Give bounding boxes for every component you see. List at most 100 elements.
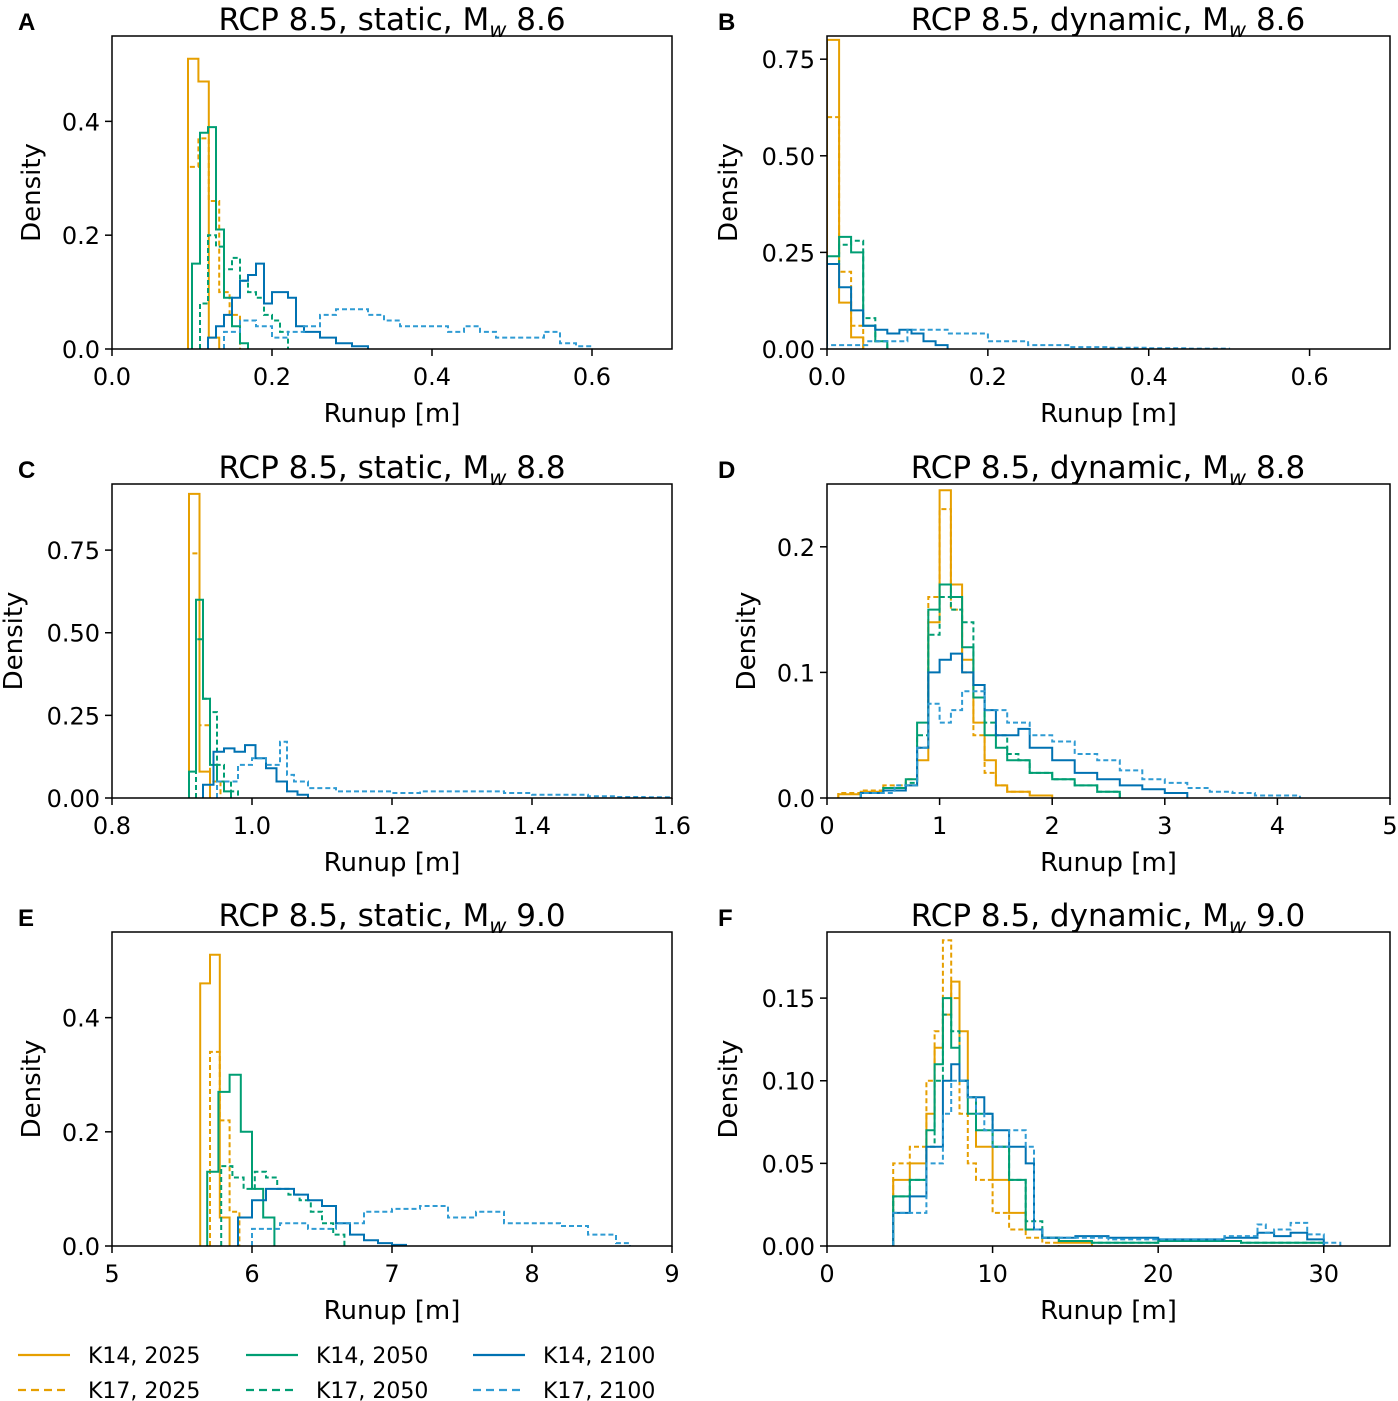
- series-k17-2025: [892, 939, 1060, 1246]
- panel-d: D RCP 8.5, dynamic, Mw 8.8 0 1 2 3 4 5 0.0 0.1 0.2…: [718, 450, 1398, 878]
- y-tick-label: 0.50: [47, 620, 100, 648]
- plot-frame: [826, 483, 1391, 799]
- x-tick-label: 0.0: [93, 363, 131, 391]
- series-k17-2100: [216, 740, 672, 798]
- title-main: RCP 8.5, static, M: [218, 450, 489, 486]
- title-main: RCP 8.5, static, M: [218, 898, 489, 934]
- panel-title: RCP 8.5, dynamic, Mw 8.8: [911, 450, 1306, 490]
- x-tick-label: 4: [1270, 812, 1285, 840]
- series-k17-2050: [220, 1165, 346, 1246]
- y-axis-label: Density: [17, 143, 47, 242]
- x-axis-label: Runup [m]: [1040, 848, 1177, 878]
- y-tick-label: 0.00: [762, 336, 815, 364]
- x-tick-label: 2: [1045, 812, 1060, 840]
- series-k14-2100: [202, 744, 309, 798]
- series-k17-2025: [187, 137, 241, 349]
- x-tick-label: 0.8: [93, 812, 131, 840]
- y-tick-label: 0.00: [762, 1233, 815, 1261]
- series-k14-2050: [859, 583, 1121, 798]
- x-tick-label: 7: [384, 1260, 399, 1288]
- x-tick-label: 0.4: [413, 363, 451, 391]
- legend-item-k17-2050: K17, 2050: [246, 1379, 428, 1401]
- series-k14-2025: [187, 57, 221, 349]
- y-tick-label: 0.00: [47, 785, 100, 813]
- panel-e: E RCP 8.5, static, Mw 9.0 5 6 7 8 9 0.0 0.2 0.4 Ru…: [17, 898, 680, 1326]
- x-tick-label: 10: [977, 1260, 1008, 1288]
- y-axis-label: Density: [714, 143, 744, 242]
- x-axis-label: Runup [m]: [1040, 399, 1177, 429]
- series-k17-2050: [892, 1013, 1325, 1246]
- x-tick-label: 30: [1308, 1260, 1339, 1288]
- y-tick-label: 0.10: [762, 1068, 815, 1096]
- y-tick-label: 0.05: [762, 1150, 815, 1178]
- series-k14-2100: [237, 1187, 407, 1246]
- panel-letter: A: [18, 9, 35, 36]
- panel-letter: D: [718, 457, 735, 484]
- x-tick-label: 0.2: [253, 363, 291, 391]
- legend-label: K14, 2050: [316, 1344, 428, 1369]
- x-tick-label: 0.0: [808, 363, 846, 391]
- x-tick-label: 1: [932, 812, 947, 840]
- series-k14-2050: [206, 1073, 276, 1246]
- series-k14-2050: [191, 126, 249, 349]
- panel-letter: E: [18, 905, 34, 932]
- plot-frame: [826, 931, 1391, 1247]
- y-axis-label: Density: [714, 1040, 744, 1139]
- legend-label: K17, 2100: [543, 1379, 655, 1401]
- panel-title: RCP 8.5, static, Mw 9.0: [218, 898, 565, 938]
- y-tick-label: 0.25: [47, 702, 100, 730]
- x-tick-label: 1.4: [513, 812, 551, 840]
- y-axis-label: Density: [0, 592, 29, 691]
- series-k17-2100: [827, 328, 1231, 349]
- legend-label: K17, 2025: [88, 1379, 200, 1401]
- x-tick-label: 0: [819, 812, 834, 840]
- x-tick-label: 1.0: [233, 812, 271, 840]
- plot-frame: [111, 931, 673, 1247]
- y-axis-label: Density: [17, 1040, 47, 1139]
- panel-c: C RCP 8.5, static, Mw 8.8 0.8 1.0 1.2 1.4 1.6 0…: [0, 450, 691, 878]
- plot-frame: [111, 35, 673, 350]
- series-k17-2025: [837, 508, 1054, 798]
- y-tick-label: 0.50: [762, 143, 815, 171]
- series-k14-2025: [837, 489, 1054, 798]
- x-tick-label: 8: [524, 1260, 539, 1288]
- y-tick-label: 0.75: [762, 46, 815, 74]
- title-magnitude: 8.8: [506, 450, 565, 486]
- series-k17-2025: [209, 1050, 241, 1246]
- series-k17-2100: [859, 690, 1301, 798]
- x-tick-label: 3: [1157, 812, 1172, 840]
- title-main: RCP 8.5, static, M: [218, 2, 489, 38]
- series-k17-2050: [859, 596, 1121, 798]
- series-k14-2050: [188, 598, 232, 798]
- y-tick-label: 0.0: [62, 1233, 100, 1261]
- x-tick-label: 0: [819, 1260, 834, 1288]
- x-tick-label: 1.6: [653, 812, 691, 840]
- x-tick-label: 0.6: [573, 363, 611, 391]
- series-k14-2050: [827, 235, 889, 349]
- title-subscript: w: [1229, 914, 1247, 938]
- series-group: [837, 489, 1301, 798]
- series-k17-2025: [827, 116, 865, 349]
- panel-a: A RCP 8.5, static, Mw 8.6 0.0 0.2 0.4 0.6 0.0 0…: [17, 2, 673, 429]
- x-tick-label: 5: [1382, 812, 1397, 840]
- x-axis-label: Runup [m]: [324, 1296, 461, 1326]
- series-k14-2100: [827, 263, 949, 349]
- x-tick-label: 6: [244, 1260, 259, 1288]
- x-tick-label: 0.2: [969, 363, 1007, 391]
- plot-frame: [826, 35, 1391, 350]
- panel-f: F RCP 8.5, dynamic, Mw 9.0 0 10 20 30 0.00 0.05…: [714, 898, 1391, 1326]
- y-tick-label: 0.15: [762, 985, 815, 1013]
- series-group: [199, 953, 631, 1246]
- y-tick-label: 0.25: [762, 239, 815, 267]
- y-tick-label: 0.0: [62, 336, 100, 364]
- panel-title: RCP 8.5, dynamic, Mw 9.0: [911, 898, 1306, 938]
- legend: K14, 2025 K14, 2050 K14, 2100 K17, 2025 K17,…: [18, 1344, 655, 1401]
- title-subscript: w: [1229, 466, 1247, 490]
- series-k14-2100: [859, 652, 1189, 798]
- legend-label: K14, 2100: [543, 1344, 655, 1369]
- series-k17-2050: [195, 638, 239, 798]
- panel-title: RCP 8.5, static, Mw 8.6: [218, 2, 565, 42]
- y-axis-label: Density: [732, 592, 762, 691]
- title-subscript: w: [489, 466, 507, 490]
- series-k17-2025: [188, 552, 222, 798]
